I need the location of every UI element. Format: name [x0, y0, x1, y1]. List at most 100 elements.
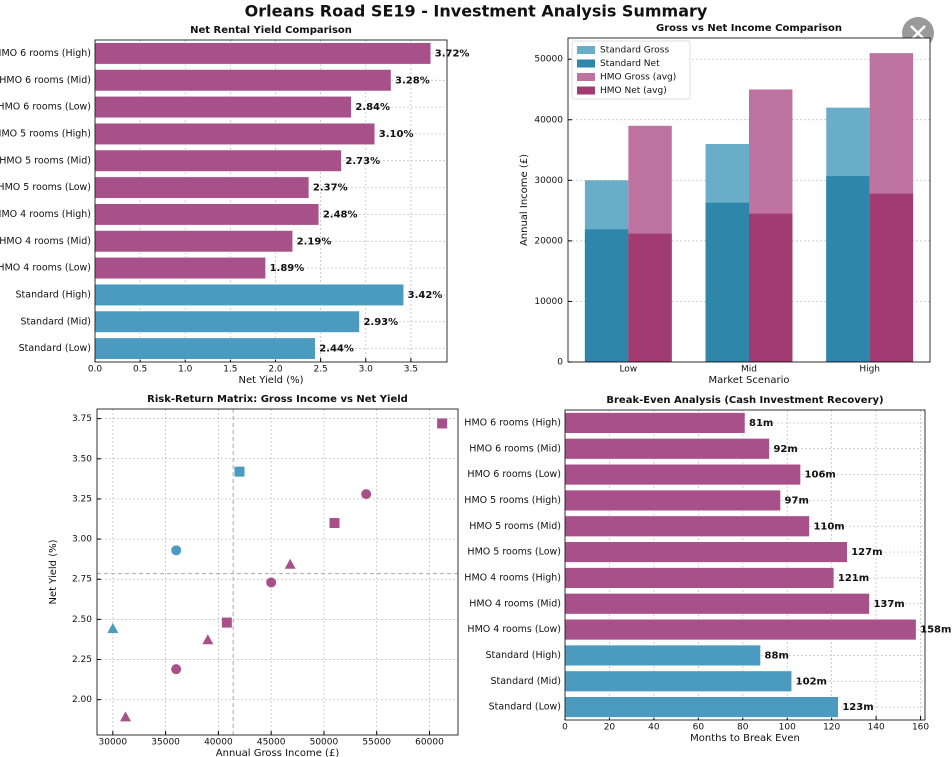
legend-swatch	[577, 46, 595, 54]
y-tick-label: HMO 6 rooms (Low)	[467, 469, 561, 480]
plot-frame	[94, 39, 448, 363]
point	[234, 466, 245, 477]
bar	[869, 193, 914, 362]
x-tick-label: 140	[868, 723, 885, 733]
y-tick-label: 50000	[534, 55, 563, 65]
value-label: 121m	[838, 573, 869, 584]
y-tick-label: 40000	[534, 115, 563, 125]
plot-area	[95, 40, 447, 362]
y-tick-label: Standard (High)	[486, 650, 562, 661]
legend-swatch	[577, 86, 595, 95]
x-tick-label: 20	[604, 723, 616, 733]
bar	[584, 229, 629, 362]
value-label: 3.42%	[408, 290, 443, 301]
y-tick-label: 2.25	[72, 655, 92, 665]
y-tick-label: HMO 4 rooms (High)	[464, 572, 561, 583]
x-tick-label: 1.0	[178, 365, 193, 375]
legend-label: HMO Gross (avg)	[600, 73, 676, 83]
y-tick-label: Standard (High)	[16, 289, 92, 300]
x-tick-label: 45000	[257, 738, 286, 748]
x-tick-label: 30000	[99, 738, 128, 748]
x-axis-label: Annual Gross Income (£)	[216, 748, 340, 757]
bar	[564, 412, 746, 434]
x-tick-label: 55000	[362, 738, 391, 748]
subplot-title: Net Rental Yield Comparison	[190, 25, 352, 36]
plot-frame	[567, 37, 931, 363]
x-tick-label: 0	[562, 723, 568, 733]
plot-frame	[96, 408, 459, 736]
point	[284, 558, 296, 569]
legend-box	[571, 40, 691, 100]
point	[107, 623, 119, 634]
y-tick-label: HMO 5 rooms (High)	[464, 495, 561, 506]
y-tick-label: Standard (Mid)	[20, 316, 91, 327]
bar	[564, 696, 839, 718]
y-axis-label: Net Yield (%)	[48, 539, 59, 604]
x-tick-label: 35000	[151, 738, 180, 748]
bar	[94, 122, 376, 145]
value-label: 88m	[765, 650, 789, 661]
bar	[564, 464, 801, 486]
bar	[564, 541, 848, 563]
point	[361, 489, 372, 500]
bar	[564, 644, 761, 666]
value-label: 97m	[785, 495, 809, 506]
x-tick-label: 40	[648, 723, 660, 733]
subplot: Gross vs Net Income Comparison Market Sce…	[519, 23, 931, 386]
y-tick-label: HMO 6 rooms (Mid)	[0, 75, 91, 86]
y-tick-label: 20000	[534, 236, 563, 246]
bar	[564, 567, 835, 589]
bar	[94, 149, 342, 172]
x-tick-label: 100	[779, 723, 796, 733]
value-label: 3.10%	[379, 129, 414, 140]
bar	[94, 42, 432, 65]
legend: Standard Gross Standard Net HMO Gross (avg…	[571, 40, 691, 100]
point	[120, 711, 131, 722]
bar	[564, 619, 917, 641]
value-label: 110m	[813, 521, 844, 532]
point	[437, 418, 448, 429]
x-tick-label: 0.5	[133, 365, 147, 375]
x-axis-label: Market Scenario	[708, 375, 789, 386]
legend-swatch	[577, 73, 595, 81]
subplot: Break-Even Analysis (Cash Investment Rec…	[464, 395, 951, 744]
x-tick-label: 1.5	[223, 365, 237, 375]
point	[329, 518, 340, 529]
value-label: 1.89%	[270, 263, 305, 274]
y-tick-label: HMO 6 rooms (High)	[0, 48, 91, 59]
y-tick-label: HMO 6 rooms (High)	[464, 417, 561, 428]
point	[171, 545, 182, 556]
bar	[564, 593, 870, 615]
x-tick-label: 2.5	[313, 365, 327, 375]
subplot: Net Rental Yield Comparison Net Yield (%)…	[0, 25, 469, 386]
value-label: 123m	[842, 702, 873, 713]
plot-area	[97, 409, 458, 735]
plot-frame	[564, 409, 926, 721]
value-label: 102m	[796, 676, 827, 687]
value-label: 158m	[920, 625, 951, 636]
y-tick-label: HMO 6 rooms (Low)	[0, 102, 91, 113]
x-tick-label: 40000	[204, 738, 233, 748]
x-tick-label: 80	[737, 723, 749, 733]
bar	[564, 438, 770, 460]
value-label: 3.72%	[435, 48, 470, 59]
value-label: 3.28%	[395, 75, 430, 86]
point	[171, 664, 182, 675]
subplot-title: Break-Even Analysis (Cash Investment Rec…	[606, 395, 883, 406]
value-label: 2.44%	[319, 344, 354, 355]
y-tick-label: 3.75	[72, 414, 92, 424]
x-tick-label: 0.0	[88, 365, 103, 375]
x-tick-label: 3.5	[404, 365, 418, 375]
y-tick-label: HMO 5 rooms (Low)	[467, 547, 561, 558]
legend-label: Standard Net	[600, 59, 660, 69]
bar	[94, 176, 310, 199]
bar	[94, 96, 352, 119]
y-tick-label: Standard (Low)	[489, 702, 561, 713]
bar	[749, 213, 793, 362]
point	[202, 634, 214, 645]
point	[266, 577, 277, 588]
x-tick-label: 50000	[310, 738, 339, 748]
legend-label: Standard Gross	[600, 46, 669, 56]
y-tick-label: 3.50	[72, 454, 92, 464]
